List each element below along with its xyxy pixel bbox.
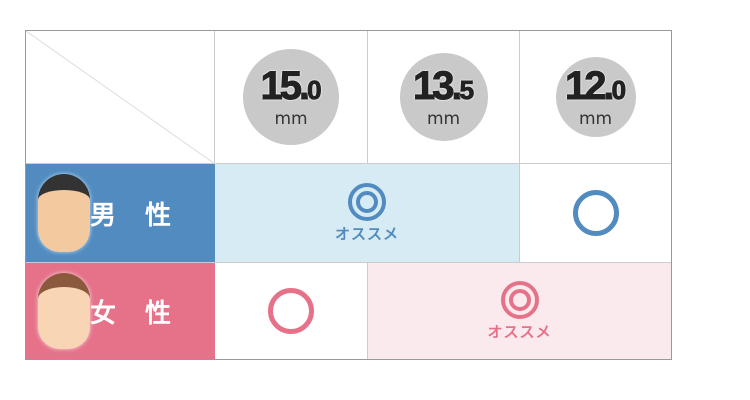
double-circle-icon [348,182,386,221]
female-recommended-cell: オススメ [368,263,671,359]
size-decimal: 5 [459,75,475,106]
recommend-label: オススメ [334,224,399,243]
size-value: 13. [412,64,463,108]
female-avatar-icon [38,273,90,349]
circle-icon [268,288,314,334]
female-label-cell: 女 性 [26,263,215,359]
male-label-cell: 男 性 [26,164,215,263]
size-decimal: 0 [611,75,627,106]
size-header-12: 12.0 mm [520,31,671,164]
circle-icon [572,190,619,236]
male-avatar-icon [38,174,90,252]
male-recommended-cell: オススメ [215,164,520,263]
male-12-cell [520,164,671,263]
double-circle-icon [500,280,539,319]
size-badge: 12.0 mm [555,57,636,137]
size-unit: mm [274,109,308,129]
size-unit: mm [426,109,461,129]
female-label: 女 性 [89,298,182,329]
male-label: 男 性 [89,200,182,231]
size-value: 12. [564,64,615,108]
size-badge: 15.0 mm [243,49,339,145]
size-header-13-5: 13.5 mm [368,31,520,164]
corner-cell [26,31,215,164]
comparison-table: 15.0 mm 13.5 mm 12.0 mm 男 性 オススメ 女 性 オススメ [25,30,672,360]
size-header-15: 15.0 mm [215,31,368,164]
diagonal-line [26,31,215,164]
size-unit: mm [578,109,613,129]
size-badge: 13.5 mm [399,53,488,141]
recommend-label: オススメ [487,322,552,341]
female-15-cell [215,263,368,359]
size-value: 15. [260,64,311,108]
size-decimal: 0 [307,75,323,106]
